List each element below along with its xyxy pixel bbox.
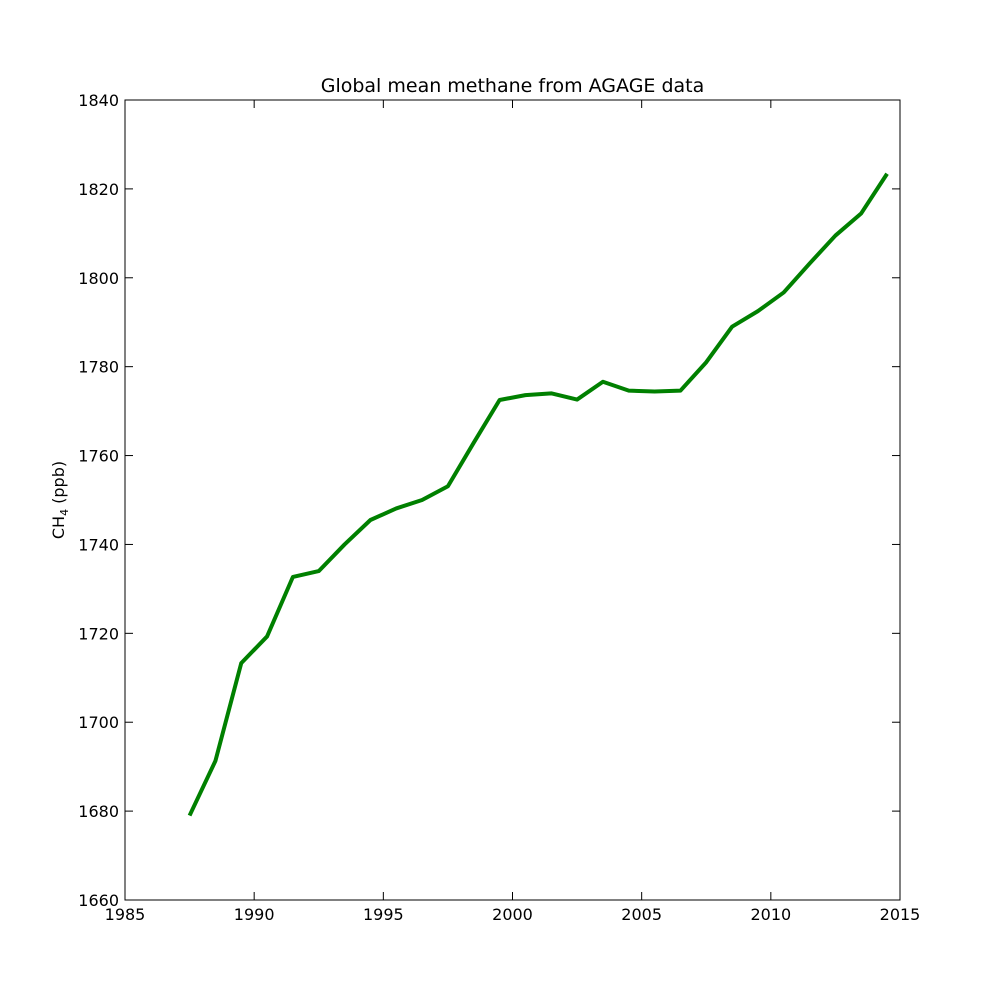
series-line xyxy=(187,172,889,817)
y-tick-label: 1680 xyxy=(78,802,119,821)
plot-frame xyxy=(124,99,901,901)
ticks-layer: 1985 1990 1995 2000 2005 2010 2015 1660 1680 1700… xyxy=(78,91,920,924)
y-tick-label: 1840 xyxy=(78,91,119,110)
y-tick-label: 1760 xyxy=(78,447,119,466)
x-tick-label: 2010 xyxy=(750,905,791,924)
chart-title: Global mean methane from AGAGE data xyxy=(321,75,705,97)
x-tick-label: 2005 xyxy=(621,905,662,924)
y-tick-label: 1800 xyxy=(78,269,119,288)
y-axis-label-subscript: 4 xyxy=(58,509,71,516)
y-axis-label-main: CH xyxy=(49,516,68,539)
y-axis-label-unit: (ppb) xyxy=(49,461,68,509)
y-tick-label: 1700 xyxy=(78,713,119,732)
x-tick-label: 1990 xyxy=(234,905,275,924)
x-tick-label: 2015 xyxy=(880,905,921,924)
x-tick-label: 2000 xyxy=(492,905,533,924)
y-tick-label: 1780 xyxy=(78,358,119,377)
y-tick-label: 1660 xyxy=(78,891,119,910)
plot-layer xyxy=(187,172,889,817)
y-axis-label: CH4 (ppb) xyxy=(49,461,71,539)
x-tick-label: 1995 xyxy=(363,905,404,924)
x-tick-label: 1985 xyxy=(105,905,146,924)
y-tick-label: 1720 xyxy=(78,624,119,643)
y-tick-label: 1820 xyxy=(78,180,119,199)
y-tick-label: 1740 xyxy=(78,535,119,554)
